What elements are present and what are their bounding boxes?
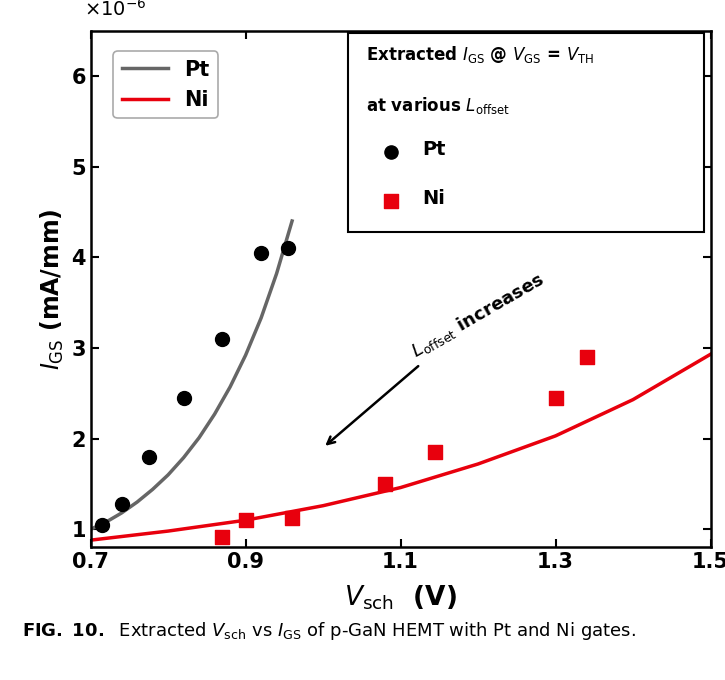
Point [255,248,267,258]
Text: Extracted $\mathit{I}_\mathrm{GS}$ @ $\mathit{V}_\mathrm{GS}$ = $\mathit{V}_\mat: Extracted $\mathit{I}_\mathrm{GS}$ @ $\m… [366,44,594,65]
Point [116,498,128,509]
Legend: Pt, Ni: Pt, Ni [113,52,218,118]
Text: $L_\mathrm{offset}$ increases: $L_\mathrm{offset}$ increases [327,268,548,444]
Point [379,479,391,490]
Point [143,452,154,462]
Point [96,520,108,530]
Y-axis label: $\mathit{I}_\mathrm{GS}$ (mA/mm): $\mathit{I}_\mathrm{GS}$ (mA/mm) [38,208,65,370]
Text: Pt: Pt [422,140,446,159]
Point [430,447,442,458]
Point [217,333,228,344]
Point [217,531,228,542]
Point [283,243,294,254]
Text: at various $\mathit{L}_\mathrm{offset}$: at various $\mathit{L}_\mathrm{offset}$ [366,95,510,116]
Point [550,392,561,403]
Point [178,392,189,403]
Point [240,515,252,526]
Text: $\times 10^{-6}$: $\times 10^{-6}$ [84,0,147,20]
Text: Ni: Ni [422,189,445,208]
Text: $\mathbf{FIG.\ 10.}$  Extracted $\mathit{V}_\mathrm{sch}$ vs $\mathit{I}_\mathrm: $\mathbf{FIG.\ 10.}$ Extracted $\mathit{… [22,620,636,643]
Point [581,352,592,362]
Point [286,513,298,524]
X-axis label: $\mathit{V}_\mathrm{sch}$  (V): $\mathit{V}_\mathrm{sch}$ (V) [344,583,457,612]
FancyBboxPatch shape [348,33,704,232]
